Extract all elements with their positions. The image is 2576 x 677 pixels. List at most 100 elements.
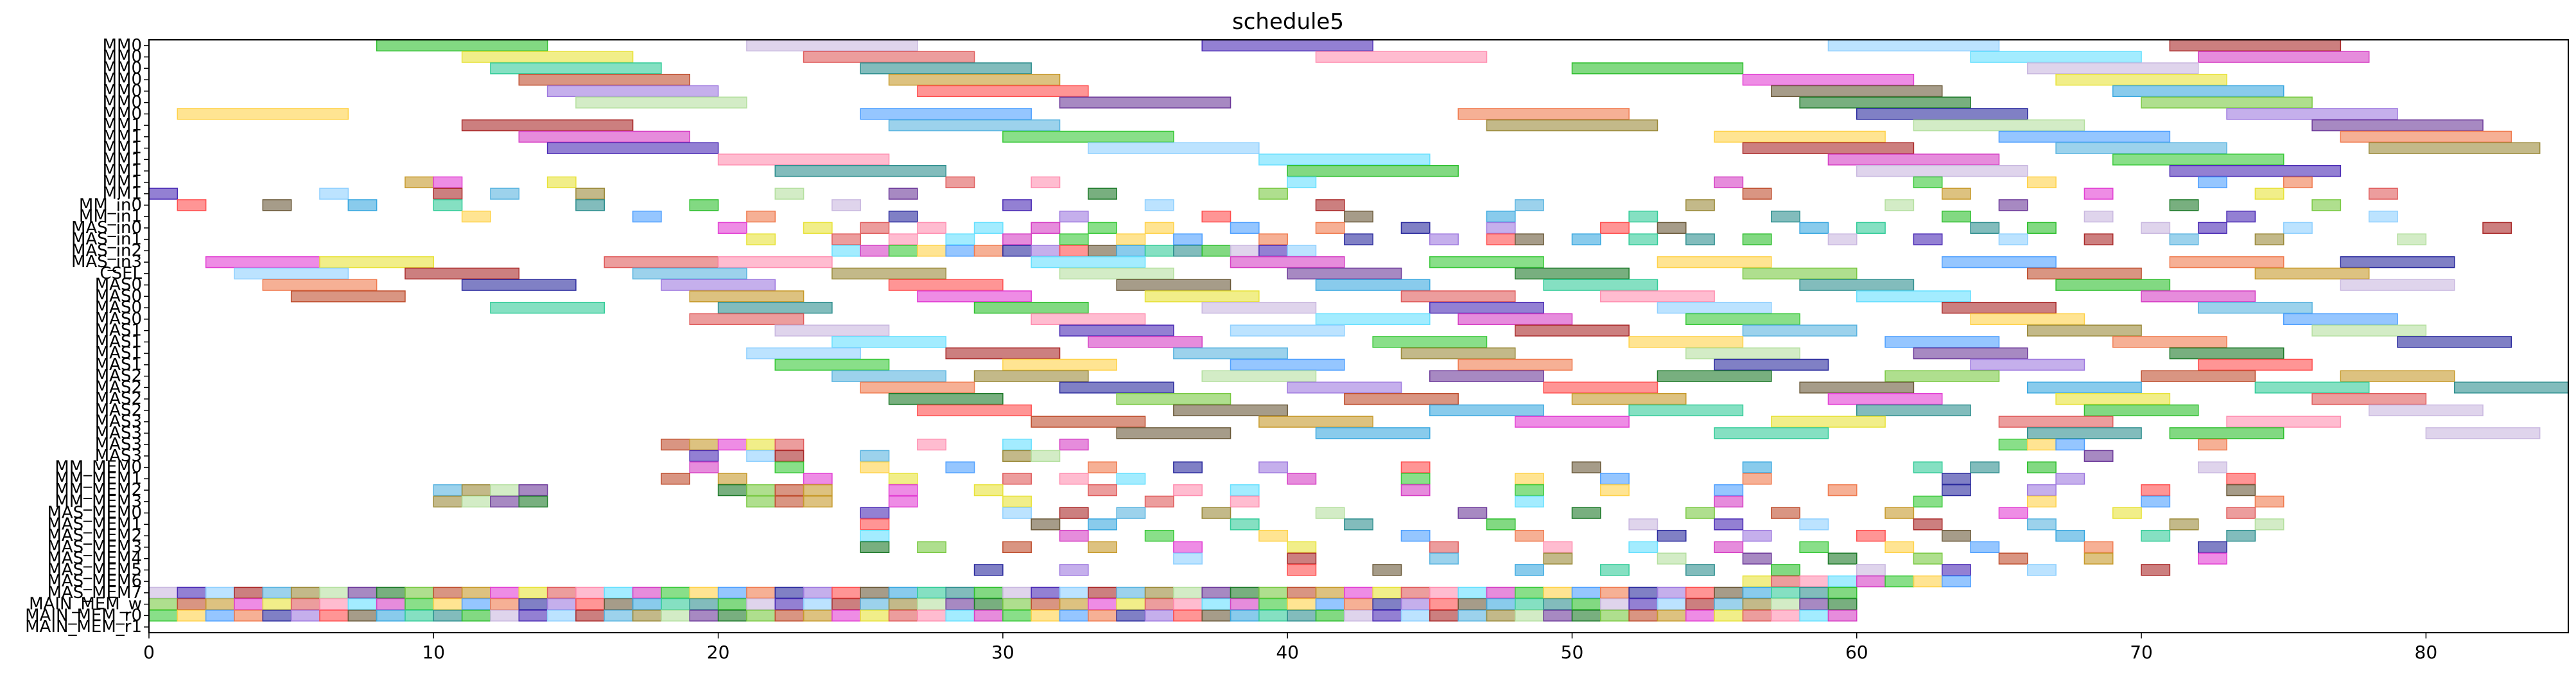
gantt-bar <box>1372 598 1402 610</box>
gantt-bar <box>888 598 918 610</box>
gantt-bar <box>290 586 320 599</box>
gantt-bar <box>917 438 946 451</box>
y-tick-label: MM0 <box>103 93 142 112</box>
gantt-bar <box>1230 495 1260 508</box>
gantt-bar <box>2368 210 2398 223</box>
gantt-bar <box>632 598 662 610</box>
gantt-bar <box>347 598 378 610</box>
gantt-bar <box>604 586 634 599</box>
gantt-bar <box>1059 96 1231 109</box>
gantt-bar <box>1657 610 1687 622</box>
x-tick-label: 0 <box>143 642 155 663</box>
y-tick-label: MM_in1 <box>79 207 142 226</box>
gantt-bar <box>546 142 719 154</box>
gantt-bar <box>461 51 634 63</box>
gantt-bar <box>1856 164 2028 177</box>
gantt-bar <box>1315 598 1345 610</box>
gantt-bar <box>1287 541 1317 554</box>
gantt-bar <box>1031 586 1061 599</box>
gantt-bar <box>1088 336 1203 348</box>
gantt-bar <box>1685 610 1715 622</box>
gantt-bar <box>1628 233 1658 245</box>
gantt-bar <box>1515 233 1544 245</box>
gantt-bar <box>746 450 776 462</box>
gantt-bar <box>376 598 406 610</box>
gantt-bar <box>461 279 577 291</box>
gantt-bar <box>1827 610 1858 622</box>
gantt-bar <box>1429 541 1459 554</box>
gantt-bar <box>461 484 491 497</box>
gantt-bar <box>661 438 691 451</box>
gantt-bar <box>1543 552 1573 565</box>
gantt-bar <box>234 610 264 622</box>
gantt-bar <box>1258 586 1288 599</box>
gantt-bar <box>973 484 1004 497</box>
gantt-bar <box>2112 85 2284 98</box>
gantt-bar <box>888 233 918 245</box>
gantt-bar <box>518 130 691 143</box>
gantt-bar <box>1344 233 1373 245</box>
gantt-bar <box>888 245 918 257</box>
gantt-bar <box>1173 586 1203 599</box>
gantt-bar <box>717 610 747 622</box>
gantt-bar <box>1970 358 2085 371</box>
y-tick-label: MM1 <box>103 127 142 146</box>
gantt-bar <box>1771 507 1800 519</box>
gantt-bar <box>1827 575 1858 588</box>
y-tick-label: MAS2 <box>95 389 142 409</box>
gantt-bar <box>518 495 548 508</box>
gantt-bar <box>1315 279 1431 291</box>
gantt-bar <box>490 586 520 599</box>
gantt-bar <box>1458 598 1488 610</box>
gantt-bar <box>1799 279 1915 291</box>
gantt-bar <box>1230 256 1345 268</box>
y-tick-label: CSEL <box>100 264 142 283</box>
gantt-bar <box>917 404 1032 417</box>
gantt-bar <box>1116 233 1146 245</box>
gantt-bar <box>148 586 178 599</box>
gantt-bar <box>1088 586 1117 599</box>
gantt-bar <box>1571 392 1687 405</box>
gantt-bar <box>433 598 463 610</box>
gantt-bar <box>2254 518 2284 531</box>
gantt-bar <box>860 245 890 257</box>
gantt-bar <box>1742 610 1772 622</box>
gantt-bar <box>1884 575 1915 588</box>
gantt-bar <box>632 586 662 599</box>
gantt-bar <box>1543 586 1573 599</box>
gantt-bar <box>1799 586 1829 599</box>
gantt-bar <box>689 290 805 303</box>
gantt-bar <box>1088 518 1117 531</box>
gantt-bar <box>1287 598 1317 610</box>
gantt-bar <box>1201 586 1231 599</box>
gantt-bar <box>888 73 1061 86</box>
gantt-bar <box>205 256 320 268</box>
gantt-bar <box>1059 507 1089 519</box>
gantt-bar <box>1088 188 1117 200</box>
gantt-bar <box>1059 598 1089 610</box>
gantt-bar <box>1458 108 1630 120</box>
y-tick-label: MAIN_MEM_w <box>29 595 142 614</box>
y-tick-label: MM0 <box>103 48 142 67</box>
gantt-bar <box>1515 529 1544 542</box>
gantt-bar <box>405 598 435 610</box>
gantt-bar <box>717 438 747 451</box>
gantt-bar <box>1344 210 1373 223</box>
y-tick-label: MAS3 <box>95 412 142 432</box>
gantt-bar <box>1116 245 1146 257</box>
gantt-bar <box>1173 461 1203 473</box>
gantt-bar <box>1856 575 1886 588</box>
gantt-bar <box>1201 245 1231 257</box>
gantt-bar <box>1201 610 1231 622</box>
gantt-bar <box>973 564 1004 576</box>
gantt-bar <box>1201 39 1373 52</box>
gantt-bar <box>1088 610 1117 622</box>
gantt-bar <box>1657 256 1772 268</box>
y-tick-label: MAS_in2 <box>71 241 142 260</box>
gantt-bar <box>1400 290 1516 303</box>
gantt-bar <box>1515 586 1544 599</box>
gantt-bar <box>1827 233 1858 245</box>
gantt-bar <box>1799 518 1829 531</box>
gantt-bar <box>1315 222 1345 234</box>
y-tick-label: MAS_MEM5 <box>47 560 142 579</box>
